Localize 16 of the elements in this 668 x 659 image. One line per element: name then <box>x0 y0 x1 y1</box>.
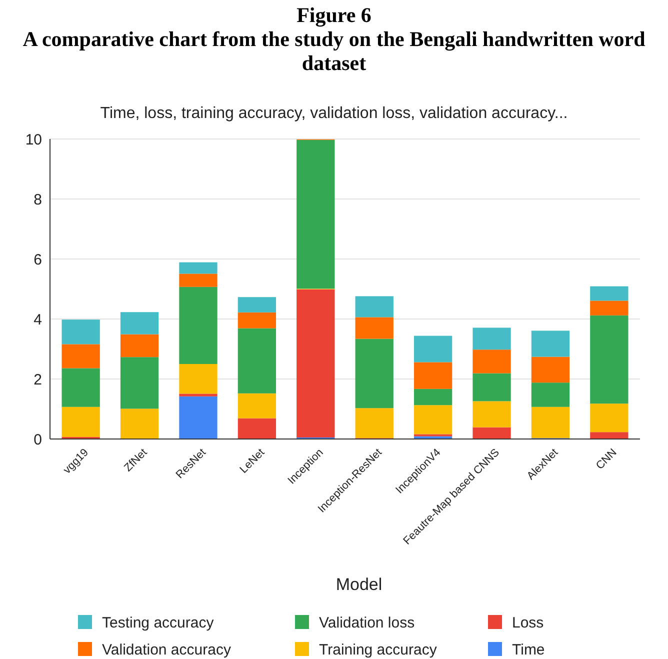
legend-label: Validation accuracy <box>102 641 232 658</box>
legend-label: Testing accuracy <box>102 614 214 632</box>
y-tick-label: 6 <box>34 251 42 268</box>
legend-label: Time <box>512 641 545 658</box>
y-tick-label: 8 <box>34 191 42 208</box>
x-axis-title: Model <box>336 575 382 594</box>
text: A comparative chart from the study on the Bengali handwritten word dataset <box>22 27 646 75</box>
y-tick-label: 0 <box>34 431 42 448</box>
legend-label: Training accuracy <box>319 641 438 658</box>
caption: Figure 6 <box>296 3 372 27</box>
legend-label: Validation loss <box>319 614 415 632</box>
chart-title: Time, loss, training accuracy, validation loss, validation accuracy... <box>100 105 568 122</box>
y-tick-label: 2 <box>34 371 42 388</box>
y-tick-label: 10 <box>25 131 42 148</box>
y-tick-label: 4 <box>34 311 42 328</box>
legend-label: Loss <box>512 614 544 632</box>
